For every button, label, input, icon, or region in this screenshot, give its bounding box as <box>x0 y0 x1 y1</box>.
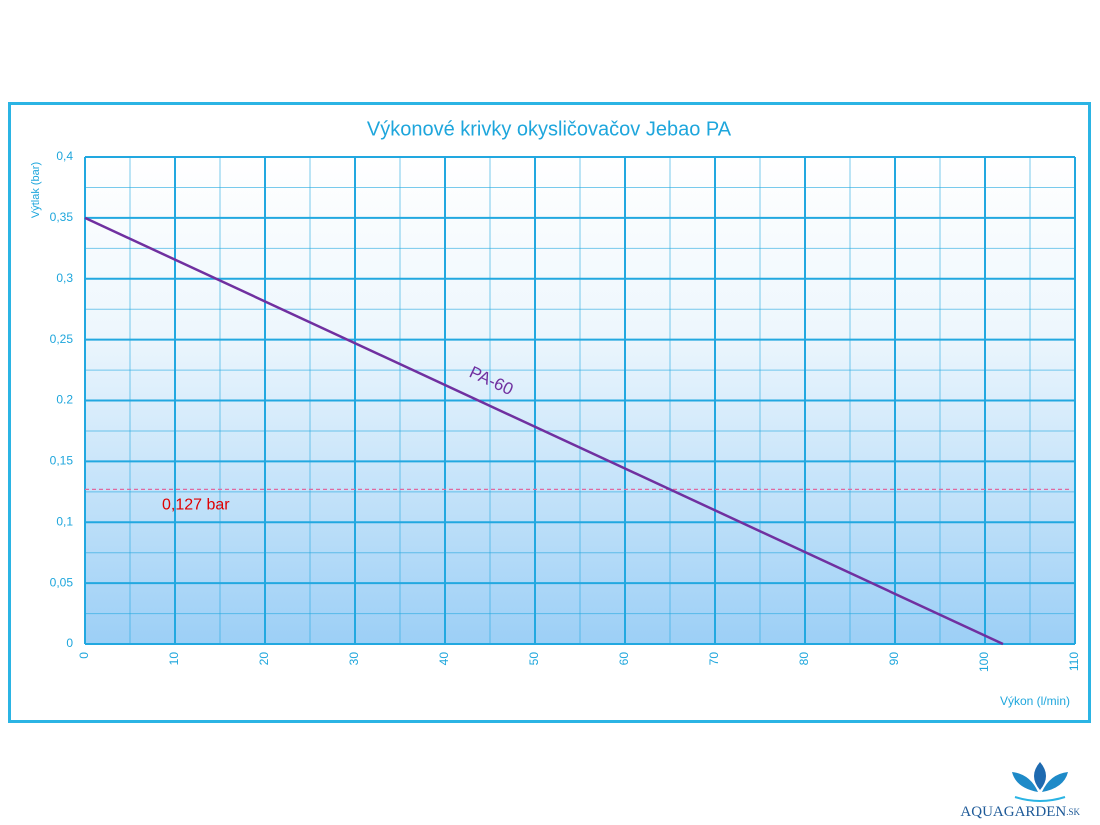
grid <box>84 156 1076 645</box>
x-tick-label: 90 <box>887 652 901 666</box>
x-tick-label: 100 <box>977 652 991 672</box>
y-tick-label: 0,4 <box>56 149 73 163</box>
x-tick-label: 10 <box>167 652 181 666</box>
x-tick-label: 20 <box>257 652 271 666</box>
y-tick-label: 0.2 <box>56 393 73 407</box>
x-tick-label: 80 <box>797 652 811 666</box>
x-tick-label: 30 <box>347 652 361 666</box>
x-axis-label: Výkon (l/min) <box>1000 694 1070 708</box>
y-tick-label: 0,05 <box>50 575 74 589</box>
x-tick-label: 110 <box>1067 652 1081 671</box>
logo-text: AQUAGARDEN.SK <box>960 804 1080 820</box>
y-tick-label: 0 <box>66 636 73 650</box>
y-axis-label: Výtlak (bar) <box>30 162 42 218</box>
x-tick-label: 70 <box>707 652 721 666</box>
y-tick-label: 0,35 <box>50 210 74 224</box>
logo-icon <box>1034 762 1046 790</box>
y-tick-label: 0,1 <box>56 514 73 528</box>
data-line <box>84 216 1004 646</box>
y-tick-label: 0,15 <box>50 454 74 468</box>
y-tick-label: 0,3 <box>56 271 73 285</box>
x-tick-label: 60 <box>617 652 631 666</box>
logo-name: AQUAGARDEN <box>960 804 1066 820</box>
logo: AQUAGARDEN.SK <box>960 762 1080 820</box>
chart-title: Výkonové krivky okysličovačov Jebao PA <box>367 118 732 140</box>
x-tick-label: 0 <box>77 652 91 659</box>
logo-suffix: .SK <box>1066 807 1080 817</box>
x-tick-label: 50 <box>527 652 541 666</box>
x-tick-label: 40 <box>437 652 451 666</box>
y-tick-label: 0,25 <box>50 332 74 346</box>
logo-icon <box>1012 772 1068 792</box>
reference-label: 0,127 bar <box>162 497 230 514</box>
logo-icon <box>1014 796 1066 802</box>
